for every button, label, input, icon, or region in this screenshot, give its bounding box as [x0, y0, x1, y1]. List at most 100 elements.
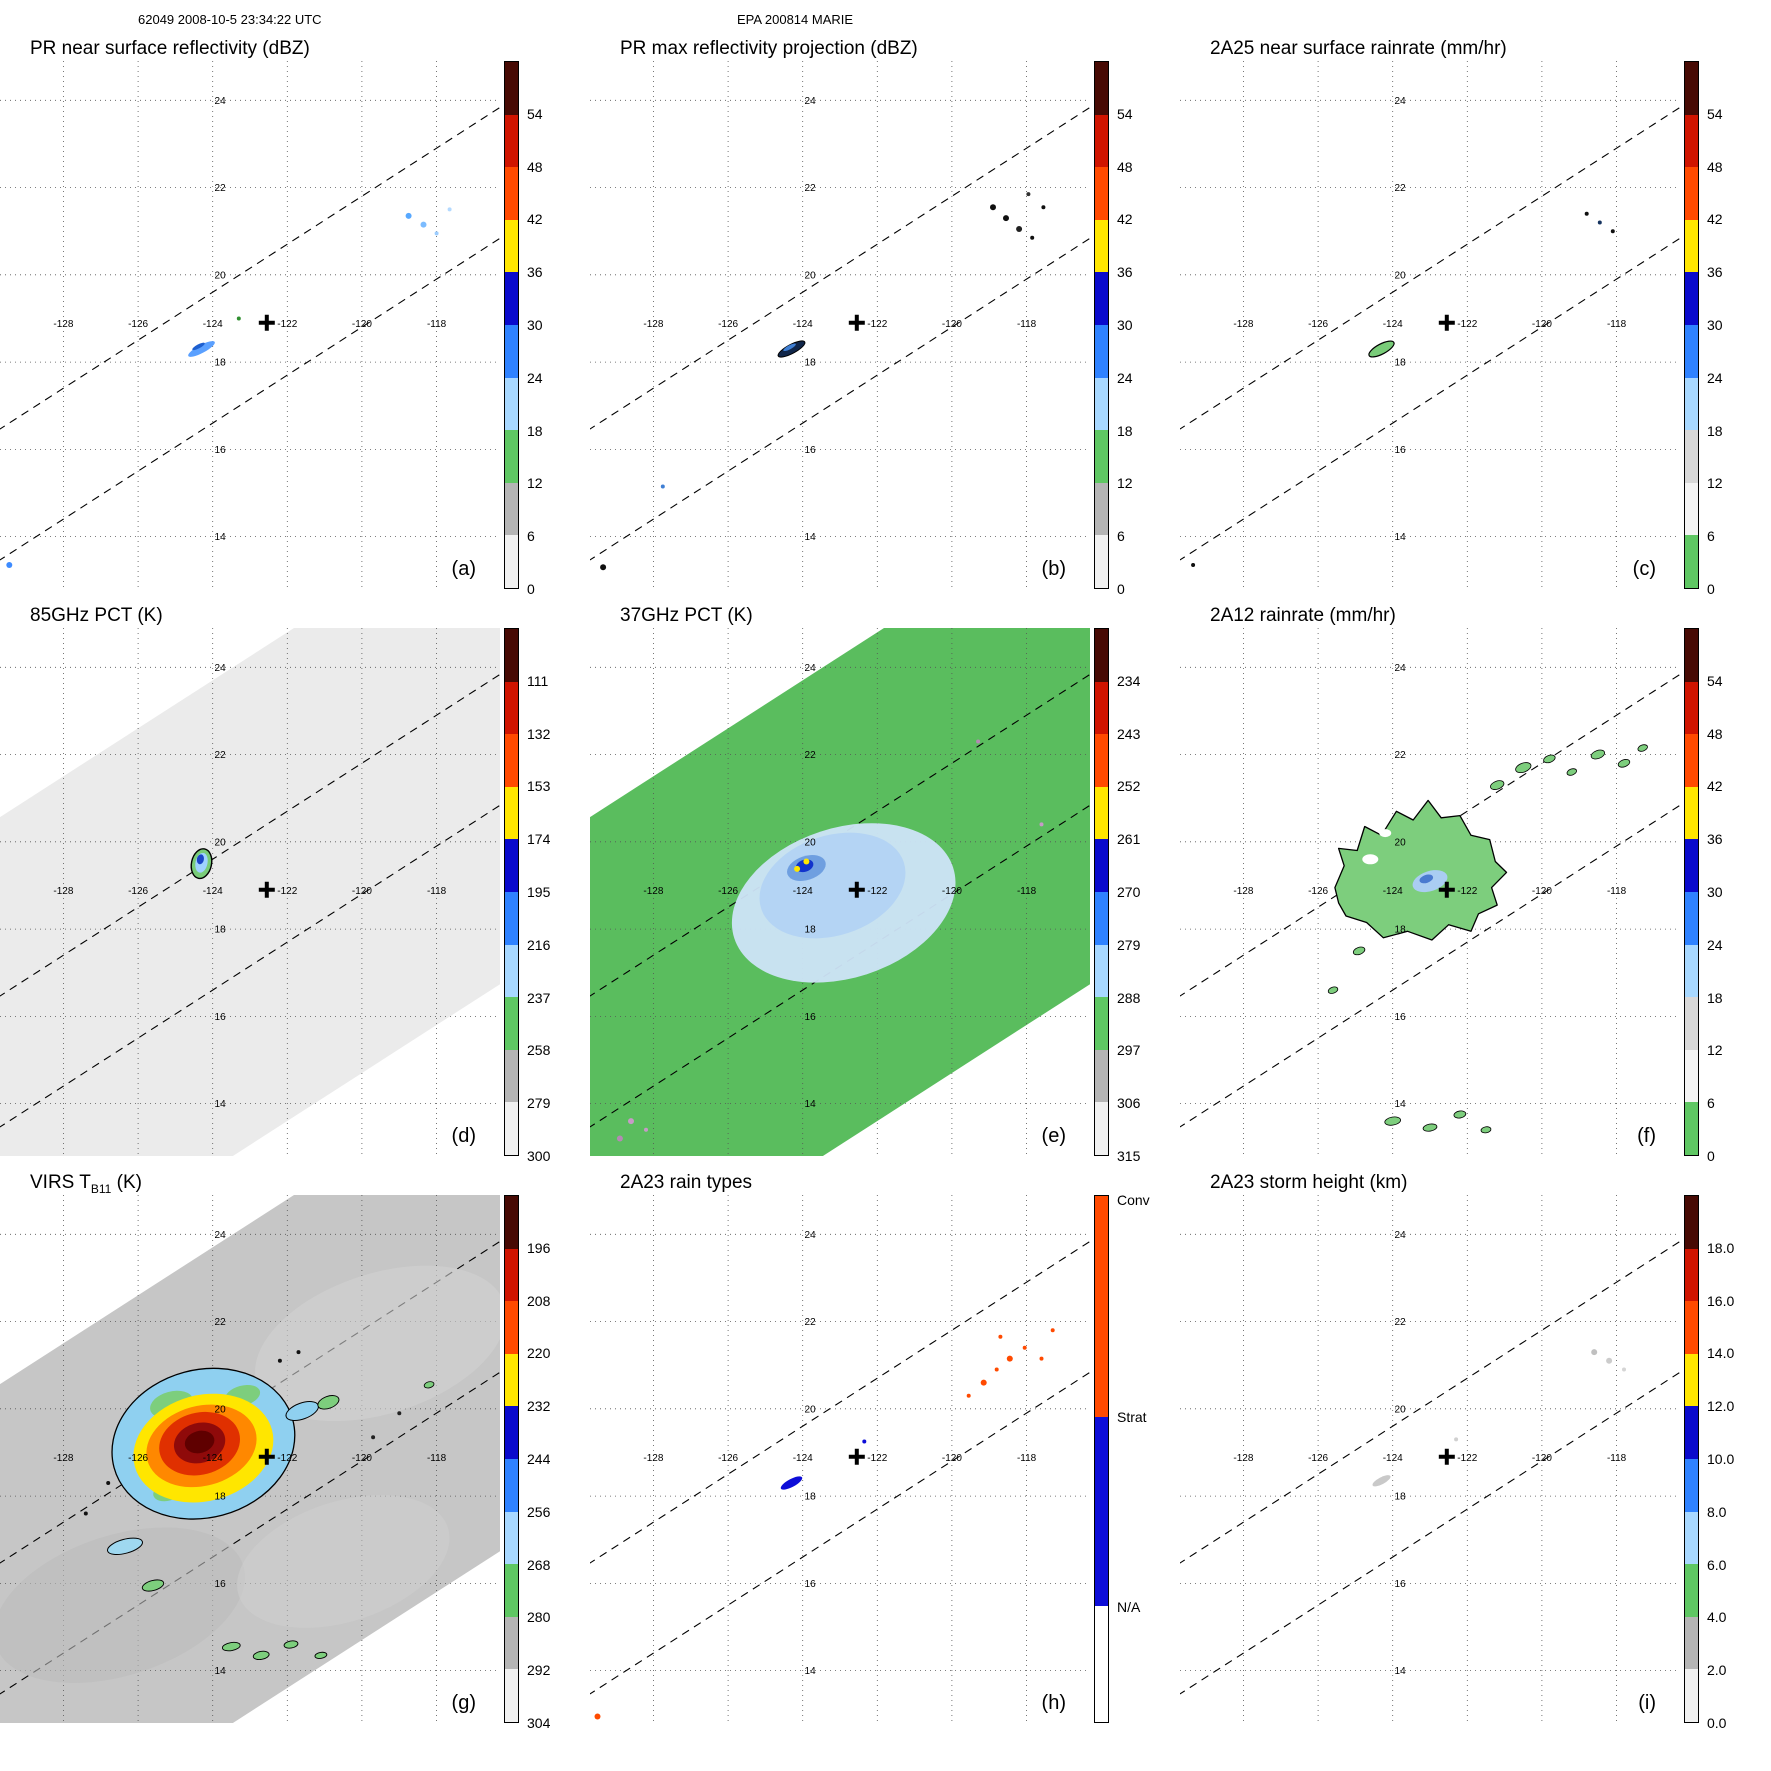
lon-label: -124 [1383, 319, 1403, 330]
lat-label: 20 [215, 1404, 227, 1415]
colorbar-tick-label: 0 [1117, 581, 1125, 597]
lat-label: 22 [1395, 183, 1407, 194]
map-canvas: -128 -126 -124 -122 -120 -118 14 16 18 20 22 24 (h) [590, 1195, 1090, 1723]
lat-label: 14 [805, 532, 817, 543]
colorbar-tick-label: 48 [1707, 725, 1723, 742]
lon-label: -120 [942, 886, 962, 897]
panel-c: 2A25 near surface rainrate (mm/hr) -128-… [1180, 36, 1770, 597]
colorbar-tick-label: 8.0 [1707, 1503, 1727, 1520]
graticule [1180, 1195, 1680, 1723]
colorbar-tick-label: 36 [1707, 264, 1723, 281]
panel-b-title: PR max reflectivity projection (dBZ) [620, 38, 918, 59]
lat-label: 16 [1395, 445, 1407, 456]
lon-label: -118 [1607, 319, 1627, 330]
map-canvas: -128 -126 -124 -122 -120 -118 14 16 18 20 22 24 (a) [0, 61, 500, 589]
lon-label: -120 [1532, 886, 1552, 897]
lat-label: 16 [805, 445, 817, 456]
colorbar-tick-label: 12.0 [1707, 1398, 1735, 1415]
colorbar-tick-label: 292 [527, 1662, 551, 1679]
colorbar [1094, 61, 1109, 589]
lon-label: -120 [352, 319, 372, 330]
colorbar-tick-label: 30 [527, 317, 543, 333]
lat-label: 14 [215, 1666, 227, 1677]
panel-h-colorbar: Conv Strat N/A [1094, 1192, 1168, 1723]
lat-label: 16 [805, 1579, 817, 1590]
colorbar-tick-label: 279 [527, 1095, 551, 1112]
pr-swath-edges [0, 673, 500, 1128]
storm-center-marker [1438, 881, 1455, 898]
colorbar-tick-label: 42 [1707, 211, 1723, 228]
panel-letter: (h) [1042, 1692, 1066, 1714]
lon-label: -124 [793, 886, 813, 897]
lat-label: 18 [215, 925, 227, 936]
colorbar-tick-label: 16.0 [1707, 1292, 1735, 1309]
map-canvas: -128 -126 -124 -122 -120 -118 14 16 18 20 22 24 (b) [590, 61, 1090, 589]
panel-d: 85GHz PCT (K) -128 -126 -124 -122 -120 -118 14… [0, 603, 590, 1164]
colorbar-tick-label: 315 [1117, 1148, 1141, 1164]
colorbar-tick-label: 18.0 [1707, 1239, 1735, 1256]
colorbar-tick-label: 6 [1707, 1095, 1715, 1112]
panel-f: 2A12 rainrate (mm/hr) -128 -126 -124 -122 -1… [1180, 603, 1770, 1164]
lon-label: -122 [867, 1453, 887, 1464]
colorbar-tick-label: 24 [527, 369, 543, 386]
storm-center-marker [258, 1448, 275, 1465]
panel-f-map: -128 -126 -124 -122 -120 -118 14 16 18 20 22 24 (f) [1180, 628, 1680, 1156]
lon-label: -124 [793, 1453, 813, 1464]
panel-a-colorbar: 54 48 42 36 30 24 18 12 6 0 [504, 61, 578, 597]
lon-label: -128 [53, 1453, 73, 1464]
colorbar-tick-label: 54 [1707, 672, 1723, 689]
lon-label: -120 [942, 319, 962, 330]
colorbar-tick-label: 234 [1117, 672, 1141, 689]
lon-label: -124 [203, 319, 223, 330]
colorbar-tick-label: Strat [1117, 1408, 1147, 1425]
colorbar-tick-label: Conv [1117, 1192, 1150, 1209]
lat-label: 22 [805, 1317, 817, 1328]
colorbar-tick-label: 153 [527, 778, 551, 795]
panel-a: PR near surface reflectivity (dBZ) -128-… [0, 36, 590, 597]
panel-letter: (e) [1042, 1125, 1066, 1147]
coordinate-labels: -128 -126 -124 -122 -120 -118 14 16 18 20 22 24 [643, 663, 1036, 1110]
colorbar-tick-label: 48 [1707, 158, 1723, 175]
colorbar-tick-label: 4.0 [1707, 1609, 1727, 1626]
colorbar-tick-label: 30 [1707, 884, 1723, 900]
colorbar-tick-label: 195 [527, 884, 551, 900]
lon-label: -128 [1233, 1453, 1253, 1464]
lat-label: 16 [215, 445, 227, 456]
panel-d-map: -128 -126 -124 -122 -120 -118 14 16 18 20 22 24 (d) [0, 628, 500, 1156]
lon-label: -118 [1607, 886, 1627, 897]
colorbar-tick-label: 42 [1117, 211, 1133, 228]
lat-label: 18 [215, 358, 227, 369]
panel-h-title: 2A23 rain types [620, 1172, 753, 1193]
lon-label: -126 [128, 1453, 148, 1464]
lat-label: 18 [1395, 925, 1407, 936]
colorbar-tick-label: 12 [1707, 475, 1723, 492]
lat-label: 22 [215, 750, 227, 761]
colorbar-tick-label: 270 [1117, 884, 1141, 900]
lat-label: 24 [805, 96, 817, 107]
data-features [1327, 744, 1648, 1134]
pr-swath-edges [1180, 1240, 1680, 1695]
lon-label: -118 [427, 1453, 447, 1464]
lat-label: 20 [215, 270, 227, 281]
lon-label: -128 [53, 319, 73, 330]
lat-label: 20 [1395, 270, 1407, 281]
pr-swath-edges [1180, 106, 1680, 561]
panel-i: 2A23 storm height (km) -128 -126 -124 -122-… [1180, 1170, 1770, 1731]
lon-label: -128 [1233, 886, 1253, 897]
data-features [6, 207, 452, 568]
colorbar-tick-label: 268 [527, 1556, 551, 1573]
coordinate-labels: -128 -126 -124 -122 -120 -118 14 16 18 20 22 24 [53, 1230, 446, 1677]
lat-label: 24 [215, 96, 227, 107]
panel-letter: (i) [1638, 1692, 1656, 1714]
lat-label: 24 [1395, 663, 1407, 674]
lon-label: -126 [718, 886, 738, 897]
lon-label: -118 [1017, 1453, 1037, 1464]
colorbar-tick-label: 6.0 [1707, 1556, 1727, 1573]
data-features [600, 192, 1046, 571]
lon-label: -128 [1233, 319, 1253, 330]
panel-c-colorbar: 54 48 42 36 30 24 18 12 6 0 [1684, 61, 1758, 597]
lon-label: -128 [643, 319, 663, 330]
colorbar-tick-label: 18 [527, 422, 543, 439]
lat-label: 22 [805, 750, 817, 761]
lat-label: 20 [215, 837, 227, 848]
